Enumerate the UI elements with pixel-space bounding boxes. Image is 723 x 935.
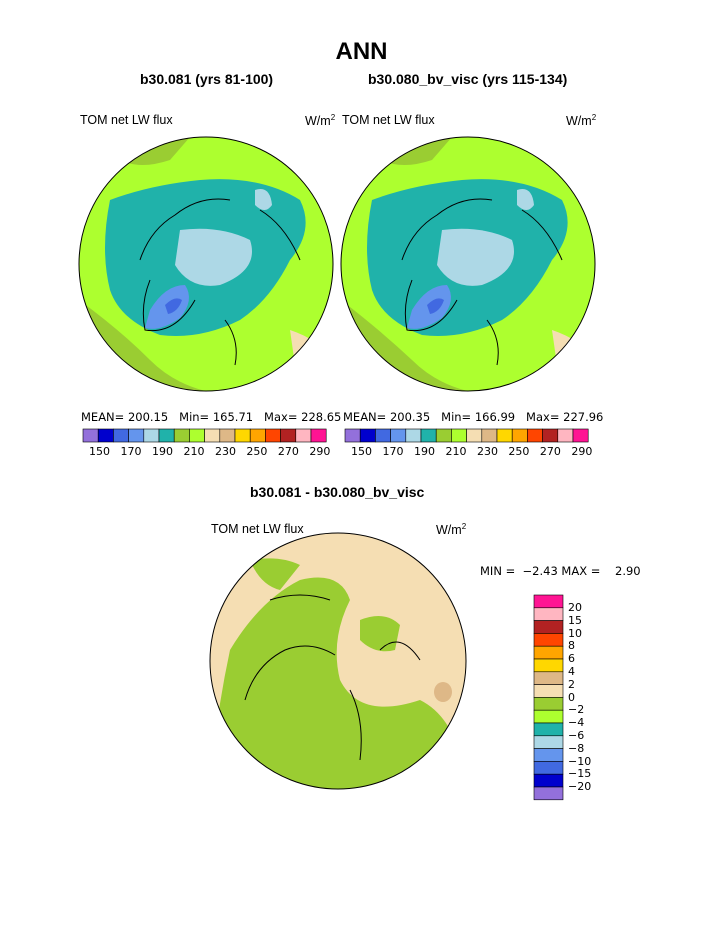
colorbar-label: −10 bbox=[568, 754, 592, 768]
colorbar-swatch bbox=[405, 428, 422, 443]
right-stats: MEAN= 200.35 Min= 166.99 Max= 227.96 bbox=[343, 410, 604, 424]
colorbar-swatch bbox=[189, 428, 205, 443]
difference-map-border bbox=[209, 532, 467, 790]
difference-coastlines bbox=[244, 594, 421, 761]
colorbar-swatch bbox=[533, 607, 564, 621]
colorbar-swatch bbox=[533, 722, 564, 737]
colorbar-swatch bbox=[533, 633, 564, 647]
colorbar-swatch bbox=[310, 428, 327, 443]
colorbar-swatch bbox=[533, 645, 564, 660]
colorbar-swatch bbox=[158, 428, 175, 443]
colorbar-swatch bbox=[265, 428, 281, 443]
colorbar-swatch bbox=[204, 428, 221, 443]
colorbar-label: −4 bbox=[568, 716, 585, 730]
difference-minmax: MIN = −2.43 MAX = 2.90 bbox=[480, 564, 641, 578]
right-coastlines bbox=[401, 198, 563, 366]
colorbar-label: 2 bbox=[568, 677, 575, 691]
colorbar-swatch bbox=[533, 684, 564, 698]
colorbar-swatch bbox=[533, 671, 564, 685]
colorbar-swatch bbox=[82, 428, 99, 443]
left-colorbar bbox=[82, 428, 327, 443]
difference-title: b30.081 - b30.080_bv_visc bbox=[250, 484, 425, 500]
difference-colorbar bbox=[533, 594, 564, 801]
colorbar-swatch bbox=[533, 761, 564, 775]
right-colorbar bbox=[344, 428, 589, 443]
colorbar-swatch bbox=[542, 428, 559, 443]
difference-variable-label: TOM net LW flux bbox=[211, 522, 304, 536]
colorbar-label: 10 bbox=[568, 626, 582, 640]
colorbar-label: 6 bbox=[568, 652, 575, 666]
difference-units-label: W/m2 bbox=[436, 522, 467, 538]
colorbar-swatch bbox=[143, 428, 160, 443]
left-colorbar-ticks: 150 170 190 210 230 250 270 290 bbox=[89, 445, 331, 458]
colorbar-swatch bbox=[533, 748, 564, 762]
colorbar-swatch bbox=[234, 428, 251, 443]
colorbar-swatch bbox=[496, 428, 513, 443]
colorbar-swatch bbox=[97, 428, 114, 443]
colorbar-swatch bbox=[511, 428, 528, 443]
colorbar-swatch bbox=[113, 428, 129, 443]
left-case-title: b30.081 (yrs 81-100) bbox=[140, 71, 274, 87]
colorbar-swatch bbox=[533, 786, 564, 801]
colorbar-swatch bbox=[359, 428, 376, 443]
colorbar-label: −20 bbox=[568, 780, 592, 794]
difference-polar-map bbox=[210, 533, 466, 789]
colorbar-swatch bbox=[533, 709, 564, 724]
colorbar-swatch bbox=[173, 428, 190, 443]
colorbar-swatch bbox=[375, 428, 391, 443]
colorbar-label: 15 bbox=[568, 613, 582, 627]
right-map-border bbox=[340, 136, 596, 392]
colorbar-swatch bbox=[481, 428, 498, 443]
colorbar-swatch bbox=[451, 428, 467, 443]
colorbar-label: −15 bbox=[568, 767, 592, 781]
colorbar-swatch bbox=[527, 428, 543, 443]
colorbar-swatch bbox=[533, 697, 564, 711]
colorbar-swatch bbox=[572, 428, 589, 443]
colorbar-swatch bbox=[533, 735, 564, 749]
colorbar-swatch bbox=[466, 428, 483, 443]
colorbar-label: −2 bbox=[568, 703, 585, 717]
colorbar-swatch bbox=[128, 428, 145, 443]
left-variable-label: TOM net LW flux bbox=[80, 113, 173, 127]
left-map-border bbox=[78, 136, 334, 392]
right-units-label: W/m2 bbox=[566, 113, 597, 129]
colorbar-swatch bbox=[249, 428, 266, 443]
left-stats: MEAN= 200.15 Min= 165.71 Max= 228.65 bbox=[81, 410, 342, 424]
colorbar-swatch bbox=[344, 428, 361, 443]
colorbar-swatch bbox=[557, 428, 574, 443]
colorbar-label: −6 bbox=[568, 729, 585, 742]
right-colorbar-ticks: 150 170 190 210 230 250 270 290 bbox=[351, 445, 593, 458]
colorbar-swatch bbox=[533, 594, 564, 609]
colorbar-swatch bbox=[533, 773, 564, 788]
colorbar-swatch bbox=[420, 428, 437, 443]
colorbar-swatch bbox=[280, 428, 297, 443]
colorbar-swatch bbox=[390, 428, 407, 443]
colorbar-swatch bbox=[219, 428, 236, 443]
colorbar-swatch bbox=[295, 428, 312, 443]
colorbar-label: 8 bbox=[568, 639, 575, 653]
colorbar-swatch bbox=[435, 428, 452, 443]
colorbar-label: −8 bbox=[568, 741, 585, 755]
left-units-label: W/m2 bbox=[305, 113, 336, 129]
colorbar-label: 4 bbox=[568, 665, 575, 678]
right-variable-label: TOM net LW flux bbox=[342, 113, 435, 127]
left-coastlines bbox=[139, 198, 301, 366]
colorbar-swatch bbox=[533, 620, 564, 634]
right-polar-map bbox=[341, 137, 595, 391]
colorbar-label: 0 bbox=[568, 690, 575, 704]
colorbar-swatch bbox=[533, 658, 564, 673]
page-title: ANN bbox=[335, 38, 388, 65]
right-case-title: b30.080_bv_visc (yrs 115-134) bbox=[368, 71, 568, 87]
colorbar-label: 20 bbox=[568, 601, 582, 614]
